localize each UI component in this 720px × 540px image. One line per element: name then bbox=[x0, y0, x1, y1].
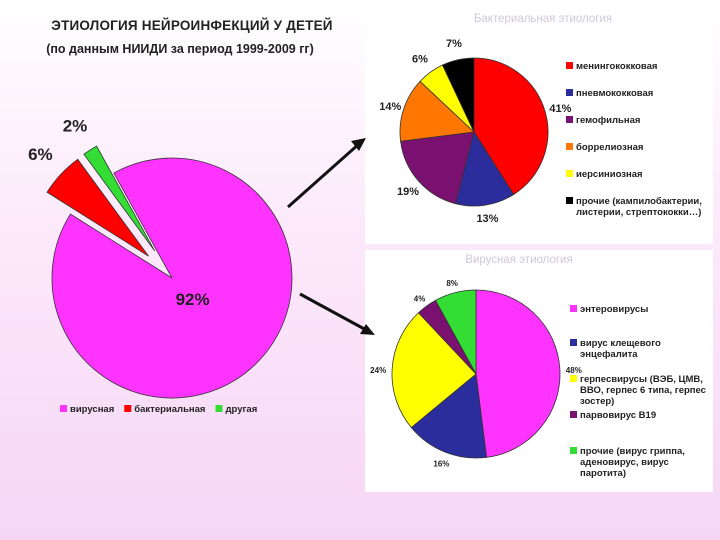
data-label: 13% bbox=[476, 213, 498, 225]
legend-swatch bbox=[124, 405, 132, 412]
legend-label: прочие (кампилобактерии, листерии, стрепт… bbox=[576, 196, 702, 218]
legend-swatch bbox=[566, 62, 573, 69]
main-pie: 92% 6% 2% вирусная бактериальная другая bbox=[28, 116, 293, 415]
legend-label: другая bbox=[225, 404, 257, 415]
data-label: 4% bbox=[414, 294, 426, 303]
legend-swatch bbox=[566, 116, 573, 123]
pie-slice bbox=[475, 289, 561, 458]
legend-label: гемофильная bbox=[576, 115, 640, 126]
legend-swatch bbox=[570, 375, 577, 382]
legend-swatch bbox=[566, 197, 573, 204]
legend-label: вирусная bbox=[70, 404, 114, 415]
legend-swatch bbox=[566, 89, 573, 96]
chart-subtitle: (по данным НИИДИ за период 1999-2009 гг) bbox=[46, 42, 314, 56]
data-label: 92% bbox=[176, 290, 210, 309]
legend-label: парвовирус В19 bbox=[580, 410, 656, 421]
pie-slice bbox=[399, 80, 475, 142]
legend-swatch bbox=[570, 305, 577, 312]
arrow-head-icon bbox=[360, 324, 375, 335]
pie-slice bbox=[46, 158, 149, 257]
pie-slice bbox=[473, 57, 549, 196]
pie-slice bbox=[391, 312, 477, 429]
data-label: 16% bbox=[433, 459, 449, 468]
data-label: 8% bbox=[446, 279, 458, 288]
pie-title: Вирусная этиология bbox=[465, 254, 572, 266]
arrow-head-icon bbox=[351, 138, 366, 151]
legend-label: бактериальная bbox=[134, 404, 205, 415]
pie-title: Бактериальная этиология bbox=[474, 13, 612, 25]
pie-slice bbox=[455, 131, 515, 207]
legend-label: энтеровирусы bbox=[580, 304, 648, 315]
data-label: 14% bbox=[379, 101, 401, 113]
arrow-to-viral bbox=[299, 292, 369, 333]
data-label: 41% bbox=[549, 103, 571, 115]
pie-slice bbox=[83, 145, 156, 252]
data-label: 6% bbox=[28, 145, 53, 164]
data-label: 7% bbox=[446, 38, 462, 50]
arrow-to-bacterial bbox=[287, 141, 361, 209]
legend-label: прочие (вирус гриппа, аденовирус, вирус па… bbox=[580, 446, 685, 479]
data-label: 2% bbox=[63, 116, 88, 135]
legend-label: боррелиозная bbox=[576, 142, 643, 153]
legend-label: менингококковая bbox=[576, 61, 657, 72]
pie-slice bbox=[400, 131, 475, 205]
chart-title: ЭТИОЛОГИЯ НЕЙРОИНФЕКЦИЙ У ДЕТЕЙ bbox=[51, 18, 333, 33]
legend-label: пневмококковая bbox=[576, 88, 653, 99]
legend-label: вирус клещевого энцефалита bbox=[580, 338, 661, 360]
data-label: 24% bbox=[370, 366, 386, 375]
viral-pie: Вирусная этиология 48% 16% 24% 4% 8% энтеровир… bbox=[370, 254, 706, 479]
pie-slice bbox=[434, 289, 477, 375]
legend-swatch bbox=[566, 170, 573, 177]
legend-swatch bbox=[566, 143, 573, 150]
legend-swatch bbox=[570, 339, 577, 346]
bacterial-pie: Бактериальная этиология 41% 13% 19% 14% 6% 7% м… bbox=[379, 13, 702, 225]
arrows bbox=[287, 138, 375, 335]
data-label: 6% bbox=[412, 54, 428, 66]
data-label: 19% bbox=[397, 186, 419, 198]
pie-slice bbox=[51, 157, 293, 399]
legend-label: иерсиниозная bbox=[576, 169, 643, 180]
legend-swatch bbox=[570, 411, 577, 418]
pie-slice bbox=[441, 57, 475, 133]
legend-swatch bbox=[215, 405, 223, 412]
legend-swatch bbox=[570, 447, 577, 454]
legend-swatch bbox=[60, 405, 67, 412]
data-label: 48% bbox=[566, 366, 582, 375]
pie-slice bbox=[410, 373, 487, 459]
legend-label: герпесвирусы (ВЭБ, ЦМВ, ВВО, герпес 6 тип… bbox=[580, 374, 706, 407]
